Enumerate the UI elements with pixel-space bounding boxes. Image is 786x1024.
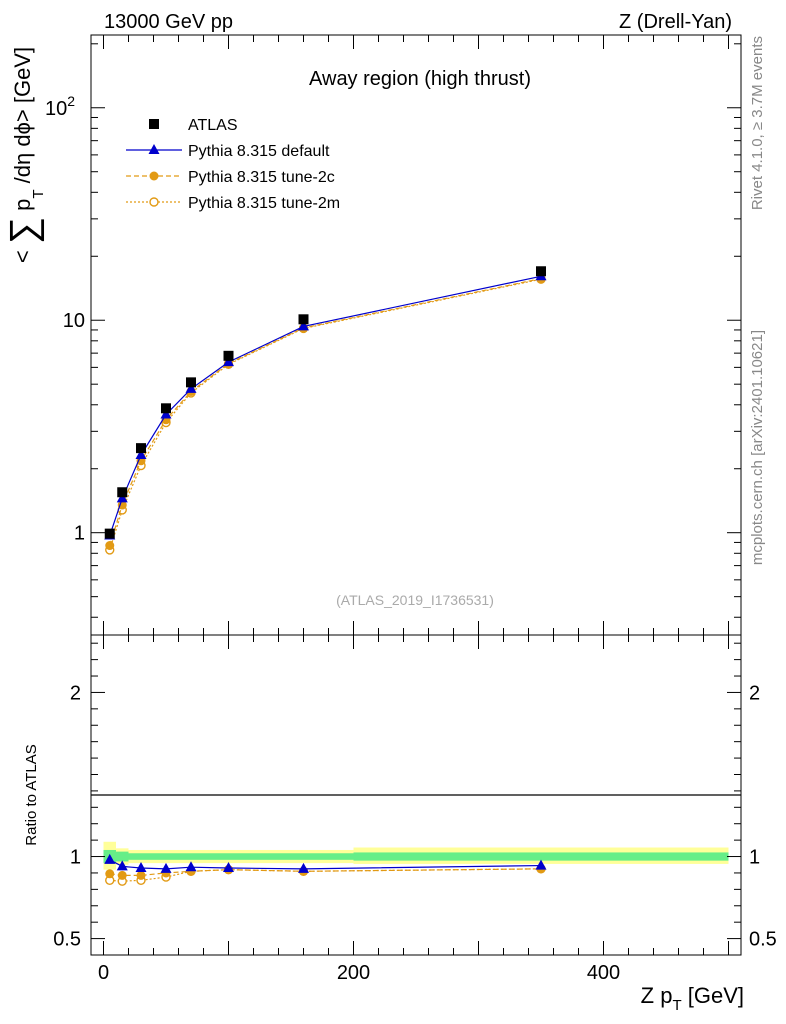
x-tick-label: 0 — [98, 962, 109, 984]
data-point-atlas — [223, 350, 234, 361]
data-point-default — [135, 862, 147, 873]
legend-label-default: Pythia 8.315 default — [188, 143, 330, 160]
ratio-band-inner — [128, 853, 354, 860]
data-point-default — [104, 853, 116, 864]
data-point-tune2c — [117, 870, 127, 880]
data-point-default — [223, 862, 234, 873]
main-y-tick-labels: 1 10 102 — [45, 93, 85, 545]
data-point-default — [185, 861, 197, 872]
data-point-atlas — [298, 314, 309, 325]
data-point-default — [160, 862, 172, 873]
data-point-default — [185, 382, 197, 393]
series-line-tune2m — [109, 278, 542, 551]
ratio-y-tick-label-right: 2 — [749, 682, 760, 704]
legend-label-tune2c: Pythia 8.315 tune-2c — [188, 169, 335, 186]
data-point-default — [116, 860, 128, 871]
data-point-tune2c — [136, 870, 146, 880]
ratio-y-tick-label: 0.5 — [53, 929, 81, 951]
legend-marker-default — [148, 144, 160, 154]
header-right: Z (Drell-Yan) — [619, 11, 732, 33]
data-point-default — [298, 862, 309, 873]
legend-marker-tune2m — [149, 197, 159, 207]
data-point-default — [223, 356, 234, 367]
data-point-default — [298, 320, 309, 331]
series-line-tune2c — [109, 868, 542, 877]
ratio-y-tick-label: 2 — [70, 682, 81, 704]
legend-label-tune2m: Pythia 8.315 tune-2m — [188, 195, 340, 212]
main-y-axis-label-text: < ∑ pT /dη dϕ> [GeV] — [3, 47, 47, 263]
mcplots-label: mcplots.cern.ch [arXiv:2401.10621] — [749, 330, 766, 565]
ratio-series-layer — [104, 853, 547, 886]
header-left: 13000 GeV pp — [104, 11, 233, 33]
data-point-atlas — [104, 528, 115, 539]
data-point-default — [535, 859, 547, 870]
ratio-y-tick-label-right: 1 — [749, 847, 760, 869]
ratio-panel: 0.5 0.5 1 1 2 2 Ratio to ATLAS 0 200 400 Z pT [… — [23, 634, 777, 1014]
x-tick-label: 400 — [587, 962, 620, 984]
legend-marker-atlas — [149, 119, 159, 129]
main-panel: 1 10 102 Away region (high thrust) (ATLAS_… — [45, 34, 742, 636]
y-tick-label: 10 — [63, 310, 85, 332]
ratio-axis-ticks — [91, 635, 741, 956]
data-point-tune2c — [117, 500, 127, 510]
x-tick-label: 200 — [337, 962, 370, 984]
data-point-tune2c — [105, 541, 115, 551]
data-point-default — [116, 492, 128, 503]
main-axis-ticks — [91, 35, 741, 635]
ratio-tick-labels: 0.5 0.5 1 1 2 2 — [53, 682, 777, 950]
main-series-layer — [104, 266, 547, 555]
data-point-default — [160, 408, 172, 419]
series-line-tune2c — [109, 278, 542, 546]
data-point-atlas — [161, 403, 171, 414]
legend-marker-tune2c — [149, 171, 159, 181]
watermark: (ATLAS_2019_I1736531) — [336, 592, 494, 608]
data-point-atlas — [186, 377, 196, 388]
data-point-default — [135, 449, 147, 460]
data-point-atlas — [117, 487, 128, 498]
data-point-atlas — [536, 266, 546, 277]
ratio-uncertainty-bands — [103, 841, 729, 870]
x-tick-labels: 0 200 400 — [98, 962, 620, 984]
data-point-tune2c — [105, 869, 115, 879]
ratio-band-inner — [116, 851, 129, 862]
series-line-default — [109, 275, 542, 536]
ratio-y-tick-label-right: 0.5 — [749, 929, 777, 951]
series-line-tune2m — [109, 868, 542, 882]
main-chart-title: Away region (high thrust) — [309, 68, 531, 90]
ratio-band-inner — [353, 852, 729, 861]
data-point-atlas — [136, 443, 146, 454]
y-tick-label-superscript: 2 — [67, 93, 75, 109]
ratio-panel-frame — [90, 634, 742, 956]
ratio-y-axis-label: Ratio to ATLAS — [23, 744, 40, 845]
y-tick-label: 1 — [74, 523, 85, 545]
rivet-label: Rivet 4.1.0, ≥ 3.7M events — [749, 36, 766, 210]
main-y-axis-label: < ∑ pT /dη dϕ> [GeV] — [3, 47, 47, 263]
y-tick-label: 102 — [45, 93, 75, 120]
x-axis-label: Z pT [GeV] — [641, 983, 744, 1014]
ratio-y-tick-label: 1 — [70, 847, 81, 869]
legend: ATLAS Pythia 8.315 default Pythia 8.315 tu… — [126, 117, 340, 212]
legend-label-atlas: ATLAS — [188, 117, 238, 134]
